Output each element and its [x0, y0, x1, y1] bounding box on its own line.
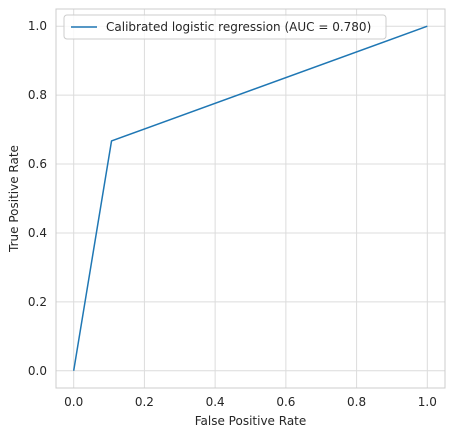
- x-tick-label: 0.2: [135, 395, 154, 409]
- x-axis-label: False Positive Rate: [195, 414, 307, 428]
- x-tick-label: 0.8: [347, 395, 366, 409]
- legend: Calibrated logistic regression (AUC = 0.…: [63, 14, 387, 40]
- y-tick-label: 0.2: [28, 295, 47, 309]
- y-tick-label: 0.0: [28, 364, 47, 378]
- roc-curve-line: [72, 25, 428, 371]
- y-axis-label: True Positive Rate: [7, 145, 21, 253]
- x-tick-label: 0.6: [276, 395, 295, 409]
- y-tick-label: 0.4: [28, 226, 47, 240]
- legend-box: [63, 14, 387, 40]
- legend-entry-label: Calibrated logistic regression (AUC = 0.…: [106, 20, 371, 34]
- x-tick-label: 0.4: [206, 395, 225, 409]
- tick-labels: 0.0 0.2 0.4 0.6 0.8 1.0 0.0 0.2 0.4 0.6 0.8 1.0: [28, 19, 437, 409]
- y-tick-label: 0.8: [28, 88, 47, 102]
- y-tick-label: 1.0: [28, 19, 47, 33]
- plot-area-frame: [55, 8, 446, 389]
- series-lines: [72, 25, 428, 371]
- grid-lines: [56, 9, 445, 388]
- x-tick-label: 1.0: [418, 395, 437, 409]
- y-tick-label: 0.6: [28, 157, 47, 171]
- x-tick-label: 0.0: [64, 395, 83, 409]
